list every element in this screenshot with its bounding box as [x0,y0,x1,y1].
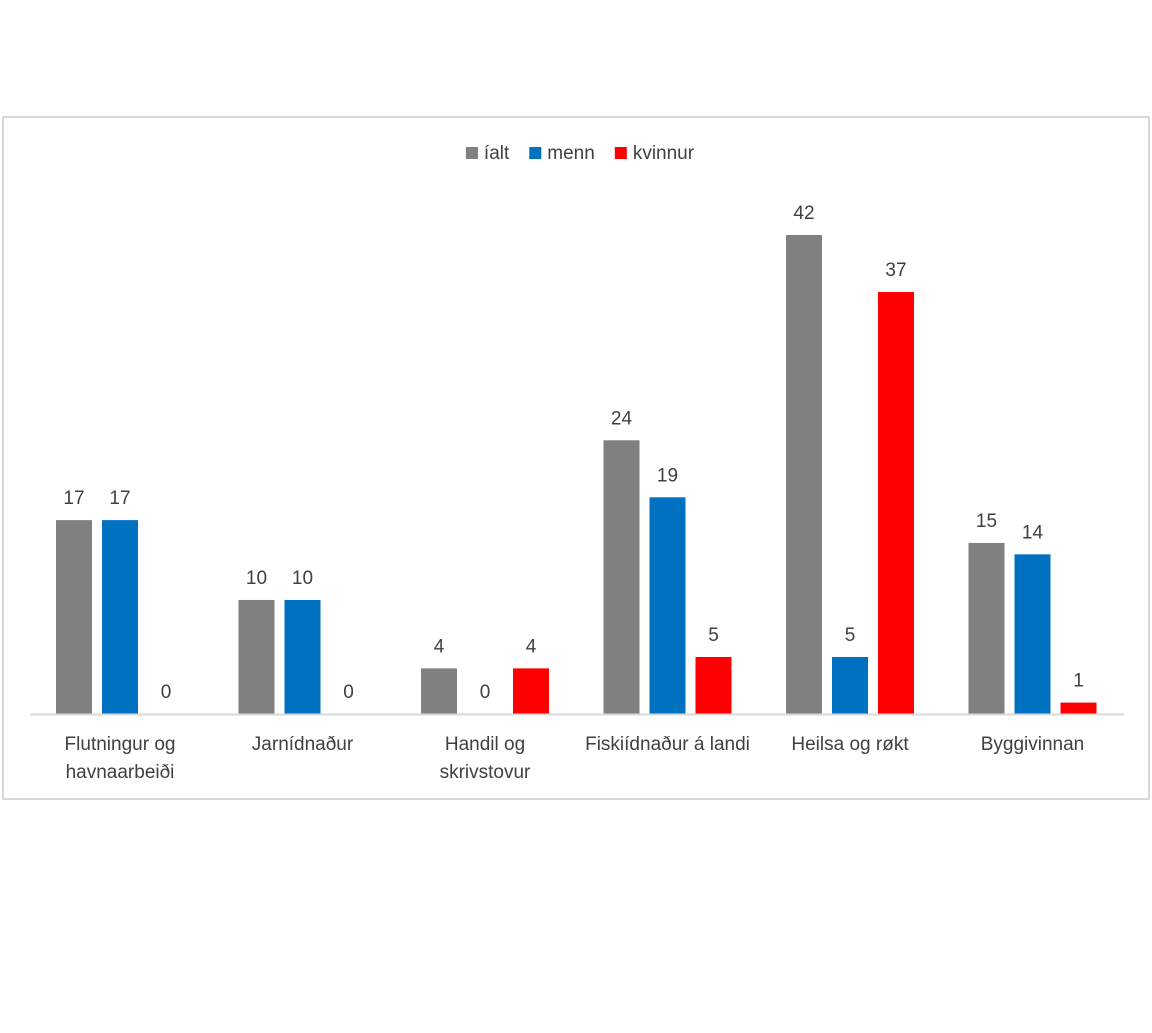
bar-menn-5 [1014,554,1051,714]
category-label-1: Jarnídnaður [252,734,354,755]
data-label-kvinnur-5: 1 [1073,671,1084,692]
data-label-kvinnur-1: 0 [343,682,354,703]
category-label-3: Fiskiídnaður á landi [585,734,750,755]
bar-íalt-0 [56,520,92,714]
data-label-íalt-0: 17 [63,488,84,509]
data-label-menn-3: 19 [657,465,678,486]
data-label-kvinnur-0: 0 [161,682,172,703]
data-label-menn-1: 10 [292,568,313,589]
bar-íalt-1 [238,599,275,714]
data-label-kvinnur-4: 37 [885,260,906,281]
bar-menn-4 [832,656,868,714]
legend: íalt menn kvinnur [465,143,695,164]
legend-swatch-íalt [465,147,478,159]
chart-frame: 17 17 0 Flutningur og havnaarbeiði 10 10 0 Jarní… [2,116,1150,800]
legend-label-menn: menn [547,143,595,164]
bar-menn-3 [649,497,686,714]
bar-kvinnur-4 [878,292,914,714]
category-label-0: Flutningur og havnaarbeiði [65,734,176,783]
category-label-2: Handil og skrivstovur [440,734,531,783]
legend-swatch-menn [529,147,542,159]
bar-íalt-4 [786,235,822,714]
data-label-menn-2: 0 [480,682,491,703]
data-label-íalt-5: 15 [976,511,997,532]
bar-íalt-3 [603,440,640,714]
bar-íalt-5 [968,542,1005,714]
bar-menn-1 [284,599,321,714]
category-label-5: Byggivinnan [981,734,1085,755]
data-label-menn-4: 5 [845,625,856,646]
bar-kvinnur-2 [513,668,549,714]
data-label-íalt-4: 42 [793,203,814,224]
bar-kvinnur-3 [695,656,732,714]
legend-swatch-kvinnur [614,147,627,159]
legend-label-íalt: íalt [484,143,510,164]
bar-menn-0 [102,520,138,714]
data-label-kvinnur-3: 5 [708,625,719,646]
bar-íalt-2 [421,668,457,714]
category-label-4: Heilsa og røkt [791,734,909,755]
data-label-kvinnur-2: 4 [526,636,537,657]
data-label-íalt-1: 10 [246,568,267,589]
data-label-íalt-2: 4 [434,636,445,657]
data-label-menn-0: 17 [109,488,130,509]
data-label-menn-5: 14 [1022,522,1044,543]
bar-kvinnur-5 [1060,702,1097,714]
legend-label-kvinnur: kvinnur [633,143,695,164]
data-label-íalt-3: 24 [611,408,633,429]
